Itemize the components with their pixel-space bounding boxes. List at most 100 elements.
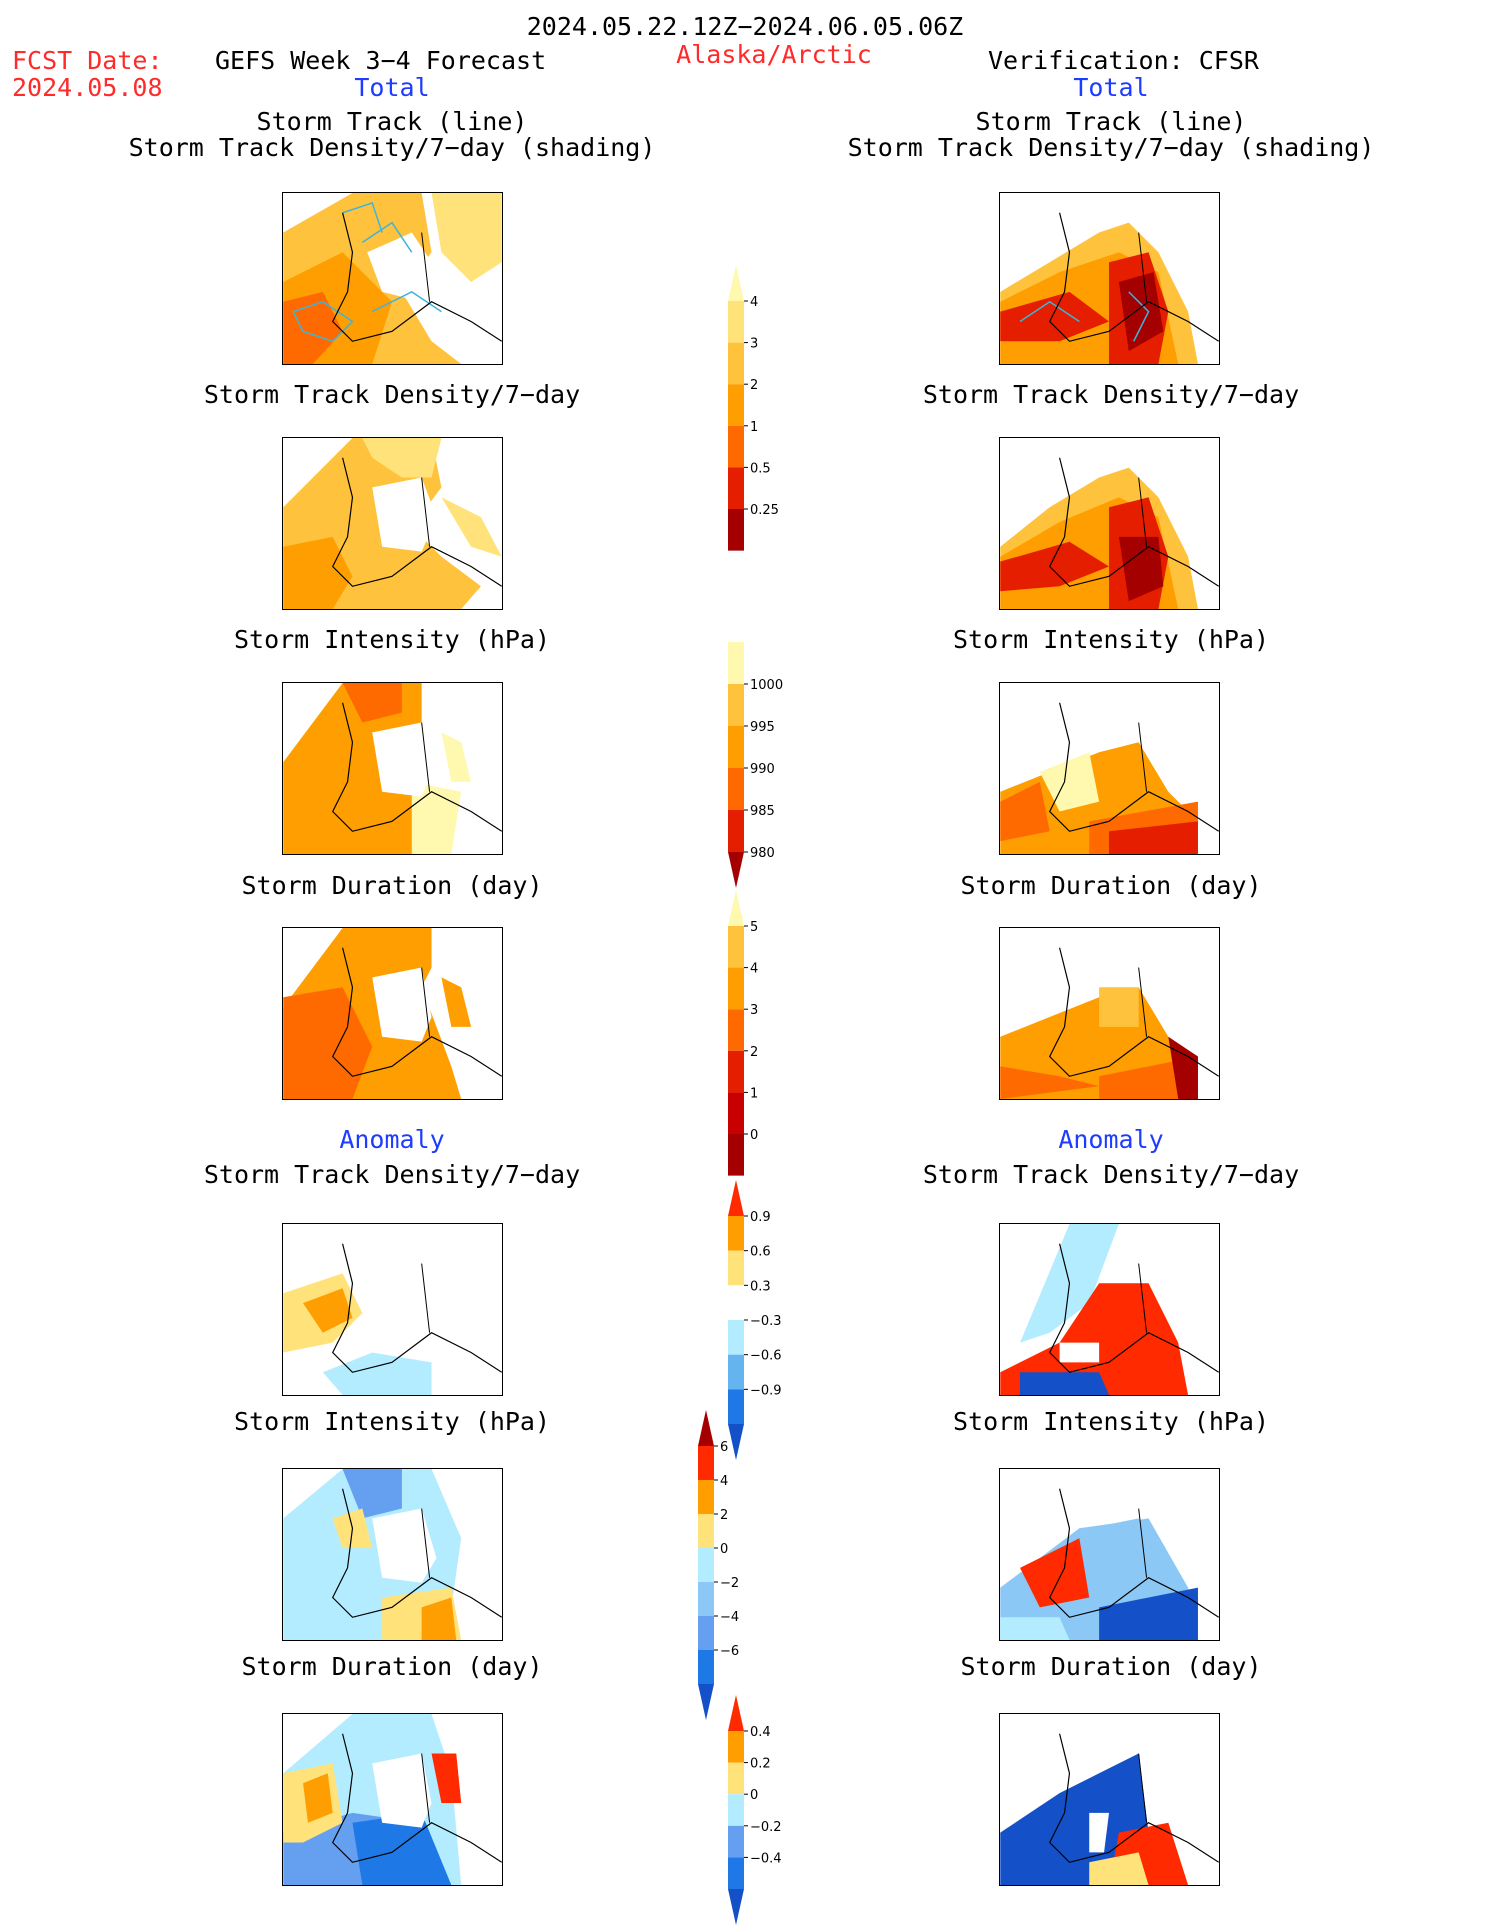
colorbar-tick-label: −0.9 (750, 1383, 782, 1398)
colorbar-tick-label: 5 (750, 920, 758, 935)
map-cfsr-duration (999, 927, 1220, 1100)
colorbar-swatch (728, 509, 744, 551)
colorbar-tick-label: −6 (720, 1644, 739, 1659)
right-column-title: Verification: CFSR (988, 46, 1259, 75)
colorbar-tick-label: 0.2 (750, 1757, 771, 1772)
map-fcst-intensity (282, 682, 503, 855)
map-fcst-storm-track (282, 192, 503, 365)
colorbar-swatch (728, 467, 744, 509)
region-title: Alaska/Arctic (676, 40, 872, 69)
map-cfsr-intensity (999, 682, 1220, 855)
left-anomaly-label: Anomaly (339, 1125, 445, 1154)
colorbar-tick-label: 0.5 (750, 461, 771, 476)
right-density-anom-title: Storm Track Density/7−day (922, 1160, 1300, 1189)
left-total-label: Total (354, 73, 430, 102)
colorbar-tick-label: −0.6 (750, 1349, 782, 1364)
colorbar-tick-label: 1 (750, 420, 758, 435)
left-duration-title: Storm Duration (day) (241, 871, 543, 900)
left-duration-anom-title: Storm Duration (day) (241, 1652, 543, 1681)
date-range-title: 2024.05.22.12Z−2024.06.05.06Z (526, 12, 964, 41)
colorbar-swatch (728, 1092, 744, 1134)
map-fcst-intensity-anomaly (282, 1468, 503, 1641)
colorbar-intensity: 1000 995 990 985 980 (726, 642, 786, 892)
colorbar-swatch (728, 726, 744, 768)
colorbar-swatch (728, 1424, 744, 1460)
colorbar-tick-label: 0 (750, 1128, 758, 1143)
colorbar-swatch (698, 1410, 714, 1446)
colorbar-duration: 0 1 2 3 4 5 (726, 890, 786, 1176)
colorbar-swatch (728, 1134, 744, 1176)
right-storm-track-title: Storm Track (line) (975, 107, 1247, 136)
colorbar-tick-label: 3 (750, 1003, 758, 1018)
colorbar-swatch (728, 1825, 744, 1858)
right-total-label: Total (1073, 73, 1149, 102)
map-fcst-duration-anomaly (282, 1713, 503, 1886)
colorbar-swatch (728, 1794, 744, 1826)
right-density-title: Storm Track Density/7−day (922, 380, 1300, 409)
map-cfsr-density (999, 437, 1220, 610)
left-column-title: GEFS Week 3−4 Forecast (215, 46, 547, 75)
right-duration-anom-title: Storm Duration (day) (960, 1652, 1262, 1681)
colorbar-tick-label: 6 (720, 1440, 728, 1455)
colorbar-tick-label: 985 (750, 804, 775, 819)
colorbar-swatch (728, 642, 744, 684)
colorbar-swatch (698, 1548, 714, 1582)
colorbar-swatch (728, 890, 744, 926)
map-cfsr-density-anomaly (999, 1223, 1220, 1396)
colorbar-tick-label: 0.25 (750, 503, 779, 518)
colorbar-tick-label: 2 (750, 1045, 758, 1060)
fcst-date-label: FCST Date: (12, 46, 163, 75)
left-intensity-title: Storm Intensity (hPa) (233, 625, 551, 654)
colorbar-tick-label: 4 (750, 962, 758, 977)
colorbar-swatch (698, 1650, 714, 1684)
colorbar-swatch (728, 684, 744, 726)
colorbar-swatch (728, 1050, 744, 1093)
right-intensity-title: Storm Intensity (hPa) (952, 625, 1270, 654)
colorbar-swatch (698, 1582, 714, 1616)
colorbar-tick-label: 2 (720, 1508, 728, 1523)
colorbar-swatch (728, 810, 744, 852)
colorbar-tick-label: 1000 (750, 678, 783, 693)
colorbar-density: 0.25 0.5 1 2 3 4 (726, 265, 786, 551)
colorbar-tick-label: −0.2 (750, 1820, 782, 1835)
colorbar-swatch (728, 1285, 744, 1320)
colorbar-swatch (728, 301, 744, 343)
left-storm-track-subtitle: Storm Track Density/7−day (shading) (128, 133, 656, 162)
colorbar-tick-label: 2 (750, 378, 758, 393)
colorbar-swatch (728, 384, 744, 426)
colorbar-swatch (728, 852, 744, 888)
map-fcst-density (282, 437, 503, 610)
colorbar-tick-label: 4 (750, 295, 758, 310)
colorbar-swatch (728, 1889, 744, 1925)
colorbar-tick-label: −4 (720, 1610, 739, 1625)
colorbar-density-anomaly: 0.9 0.6 0.3 −0.3 −0.6 −0.9 (726, 1180, 786, 1464)
colorbar-tick-label: 990 (750, 762, 775, 777)
colorbar-swatch (728, 1731, 744, 1763)
colorbar-tick-label: 980 (750, 846, 775, 861)
colorbar-tick-label: 0.6 (750, 1245, 771, 1260)
map-cfsr-intensity-anomaly (999, 1468, 1220, 1641)
colorbar-tick-label: −2 (720, 1576, 739, 1591)
colorbar-swatch (728, 1180, 744, 1216)
colorbar-tick-label: −0.4 (750, 1851, 782, 1866)
colorbar-swatch (728, 342, 744, 385)
colorbar-swatch (728, 1320, 744, 1355)
colorbar-swatch (698, 1514, 714, 1548)
colorbar-swatch (728, 1009, 744, 1051)
colorbar-tick-label: 0 (720, 1542, 728, 1557)
colorbar-swatch (728, 265, 744, 301)
left-density-anom-title: Storm Track Density/7−day (203, 1160, 581, 1189)
colorbar-tick-label: 4 (720, 1474, 728, 1489)
colorbar-tick-label: 0.9 (750, 1210, 771, 1225)
colorbar-swatch (728, 1389, 744, 1424)
colorbar-swatch (698, 1480, 714, 1514)
colorbar-swatch (698, 1616, 714, 1650)
colorbar-intensity-anomaly: 6 4 2 0 −2 −4 −6 (696, 1410, 756, 1724)
colorbar-swatch (728, 1354, 744, 1390)
colorbar-tick-label: 0.3 (750, 1279, 771, 1294)
left-intensity-anom-title: Storm Intensity (hPa) (233, 1407, 551, 1436)
colorbar-swatch (698, 1684, 714, 1720)
map-cfsr-duration-anomaly (999, 1713, 1220, 1886)
colorbar-swatch (698, 1446, 714, 1480)
colorbar-swatch (728, 1762, 744, 1795)
